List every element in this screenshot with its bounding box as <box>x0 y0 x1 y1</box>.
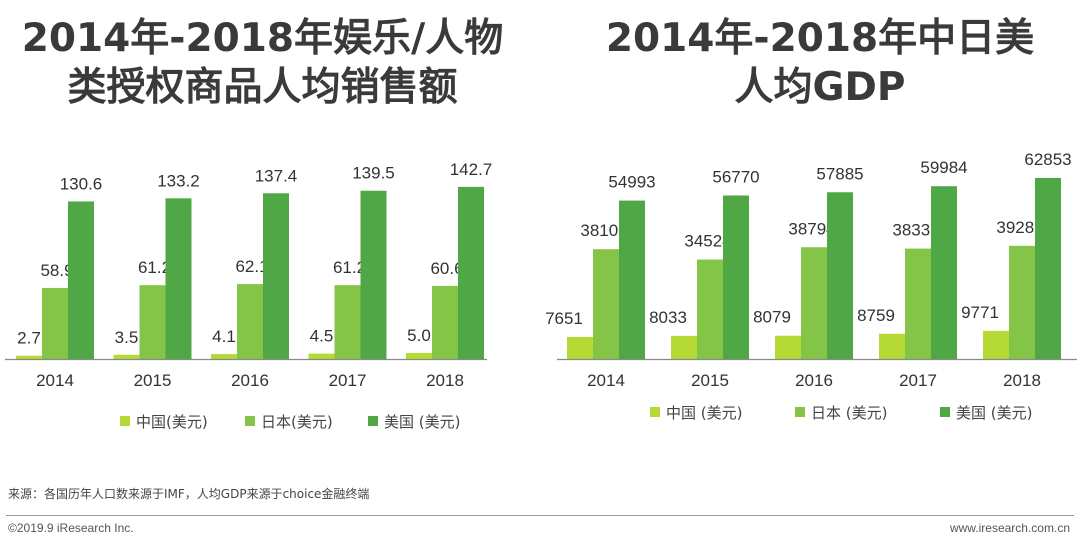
left-chart-title-line-2: 类授权商品人均销售额 <box>67 65 458 110</box>
right-value-label-2016-series-3: 57885 <box>816 164 863 183</box>
left-value-label-2015-series-2: 61.2 <box>138 258 171 277</box>
left-x-tick-2016: 2016 <box>231 371 269 390</box>
right-x-tick-2016: 2016 <box>795 371 833 390</box>
left-value-label-2014-series-2: 58.9 <box>40 261 73 280</box>
left-legend-swatch-3 <box>368 416 378 426</box>
right-value-label-2014-series-2: 38109 <box>580 221 627 240</box>
right-value-label-2018-series-2: 39287 <box>996 218 1043 237</box>
right-value-label-2014-series-3: 54993 <box>608 173 655 192</box>
gdp-per-capita-bar-chart: 7651 38109 54993 2014 8033 34524 56770 2015 8079… <box>545 150 1077 422</box>
right-bar-2015-series-3 <box>723 195 749 359</box>
right-legend-label-2: 日本 (美元) <box>811 404 887 422</box>
right-bar-2015-series-1 <box>671 335 697 359</box>
right-value-label-2017-series-2: 38332 <box>892 221 939 240</box>
left-bar-2017-series-1 <box>308 353 335 359</box>
left-value-label-2017-series-1: 4.5 <box>310 327 334 346</box>
right-value-label-2015-series-1: 8033 <box>649 308 687 327</box>
left-legend-label-1: 中国(美元) <box>136 413 208 431</box>
left-value-label-2015-series-1: 3.5 <box>115 328 139 347</box>
left-value-label-2017-series-3: 139.5 <box>352 164 395 183</box>
right-value-label-2017-series-3: 59984 <box>920 158 967 177</box>
right-bar-2018-series-2 <box>1009 245 1035 359</box>
right-chart-title: 2014年-2018年中日美 人均GDP <box>580 14 1060 112</box>
right-value-label-2016-series-2: 38794 <box>788 219 835 238</box>
left-bar-2016-series-3 <box>263 193 289 359</box>
left-bar-2015-series-1 <box>113 354 140 359</box>
right-bar-2014-series-3 <box>619 200 645 359</box>
left-bar-2015-series-3 <box>165 198 192 359</box>
website-link[interactable]: www.iresearch.com.cn <box>949 521 1070 535</box>
left-value-label-2017-series-2: 61.2 <box>333 258 366 277</box>
left-chart-title-line-1: 2014年-2018年娱乐/人物 <box>21 16 504 61</box>
right-bar-2016-series-2 <box>801 247 827 359</box>
right-value-label-2015-series-2: 34524 <box>684 232 731 251</box>
left-value-label-2018-series-3: 142.7 <box>450 160 493 179</box>
right-bar-2014-series-1 <box>567 336 593 359</box>
right-legend-label-1: 中国 (美元) <box>666 404 742 422</box>
right-x-tick-2018: 2018 <box>1003 371 1041 390</box>
left-bar-2018-series-1 <box>406 352 432 359</box>
right-bar-2014-series-2 <box>593 249 619 359</box>
right-legend-label-3: 美国 (美元) <box>956 404 1032 422</box>
right-bar-2016-series-3 <box>827 192 853 359</box>
left-value-label-2014-series-3: 130.6 <box>60 174 103 193</box>
left-bar-2014-series-2 <box>42 287 68 359</box>
left-legend-swatch-2 <box>245 416 255 426</box>
right-x-tick-2014: 2014 <box>587 371 625 390</box>
left-bar-2016-series-1 <box>211 354 237 359</box>
source-note: 来源：各国历年人口数来源于IMF，人均GDP来源于choice金融终端 <box>8 487 370 501</box>
right-value-label-2015-series-3: 56770 <box>712 167 759 186</box>
left-x-tick-2014: 2014 <box>36 371 74 390</box>
left-bar-2014-series-1 <box>16 355 42 359</box>
right-chart-title-line-1: 2014年-2018年中日美 <box>605 16 1035 61</box>
right-value-label-2017-series-1: 8759 <box>857 306 895 325</box>
right-bar-2018-series-1 <box>983 330 1009 359</box>
right-legend-swatch-1 <box>650 407 660 417</box>
right-legend-swatch-3 <box>940 407 950 417</box>
left-legend-swatch-1 <box>120 416 130 426</box>
left-bar-2018-series-3 <box>458 186 484 359</box>
right-bar-2016-series-1 <box>775 335 801 359</box>
right-value-label-2016-series-1: 8079 <box>753 308 791 327</box>
left-chart-title: 2014年-2018年娱乐/人物 类授权商品人均销售额 <box>0 14 525 112</box>
left-bar-2017-series-3 <box>360 190 387 359</box>
left-value-label-2016-series-1: 4.1 <box>212 327 236 346</box>
right-bar-2015-series-2 <box>697 259 723 359</box>
copyright-text: ©2019.9 iResearch Inc. <box>8 521 134 535</box>
right-x-tick-2015: 2015 <box>691 371 729 390</box>
left-value-label-2018-series-2: 60.6 <box>430 259 463 278</box>
right-bar-2017-series-2 <box>905 248 931 359</box>
left-x-tick-2018: 2018 <box>426 371 464 390</box>
left-value-label-2015-series-3: 133.2 <box>157 171 200 190</box>
left-legend-label-3: 美国 (美元) <box>384 413 460 431</box>
right-value-label-2018-series-3: 62853 <box>1024 150 1071 169</box>
right-bar-2018-series-3 <box>1035 177 1061 359</box>
left-bar-2016-series-2 <box>237 284 263 359</box>
right-bar-2017-series-1 <box>879 333 905 359</box>
left-legend-label-2: 日本(美元) <box>261 413 333 431</box>
right-value-label-2014-series-1: 7651 <box>545 309 583 328</box>
left-value-label-2018-series-1: 5.0 <box>407 326 431 345</box>
right-chart-title-line-2: 人均GDP <box>734 65 906 110</box>
left-bar-2015-series-2 <box>139 285 166 359</box>
footer-divider <box>6 515 1074 516</box>
right-legend-swatch-2 <box>795 407 805 417</box>
left-bar-2017-series-2 <box>334 285 361 359</box>
left-value-label-2014-series-1: 2.7 <box>17 329 41 348</box>
left-bar-2014-series-3 <box>68 201 94 359</box>
right-x-tick-2017: 2017 <box>899 371 937 390</box>
left-value-label-2016-series-3: 137.4 <box>255 166 298 185</box>
left-value-label-2016-series-2: 62.1 <box>235 257 268 276</box>
sales-per-capita-bar-chart: 2.7 58.9 130.6 2014 3.5 61.2 133.2 2015 4.1 62.1 1… <box>5 160 493 431</box>
right-bar-2017-series-3 <box>931 186 957 359</box>
left-x-tick-2015: 2015 <box>134 371 172 390</box>
right-value-label-2018-series-1: 9771 <box>961 303 999 322</box>
left-x-tick-2017: 2017 <box>329 371 367 390</box>
left-bar-2018-series-2 <box>432 285 458 359</box>
